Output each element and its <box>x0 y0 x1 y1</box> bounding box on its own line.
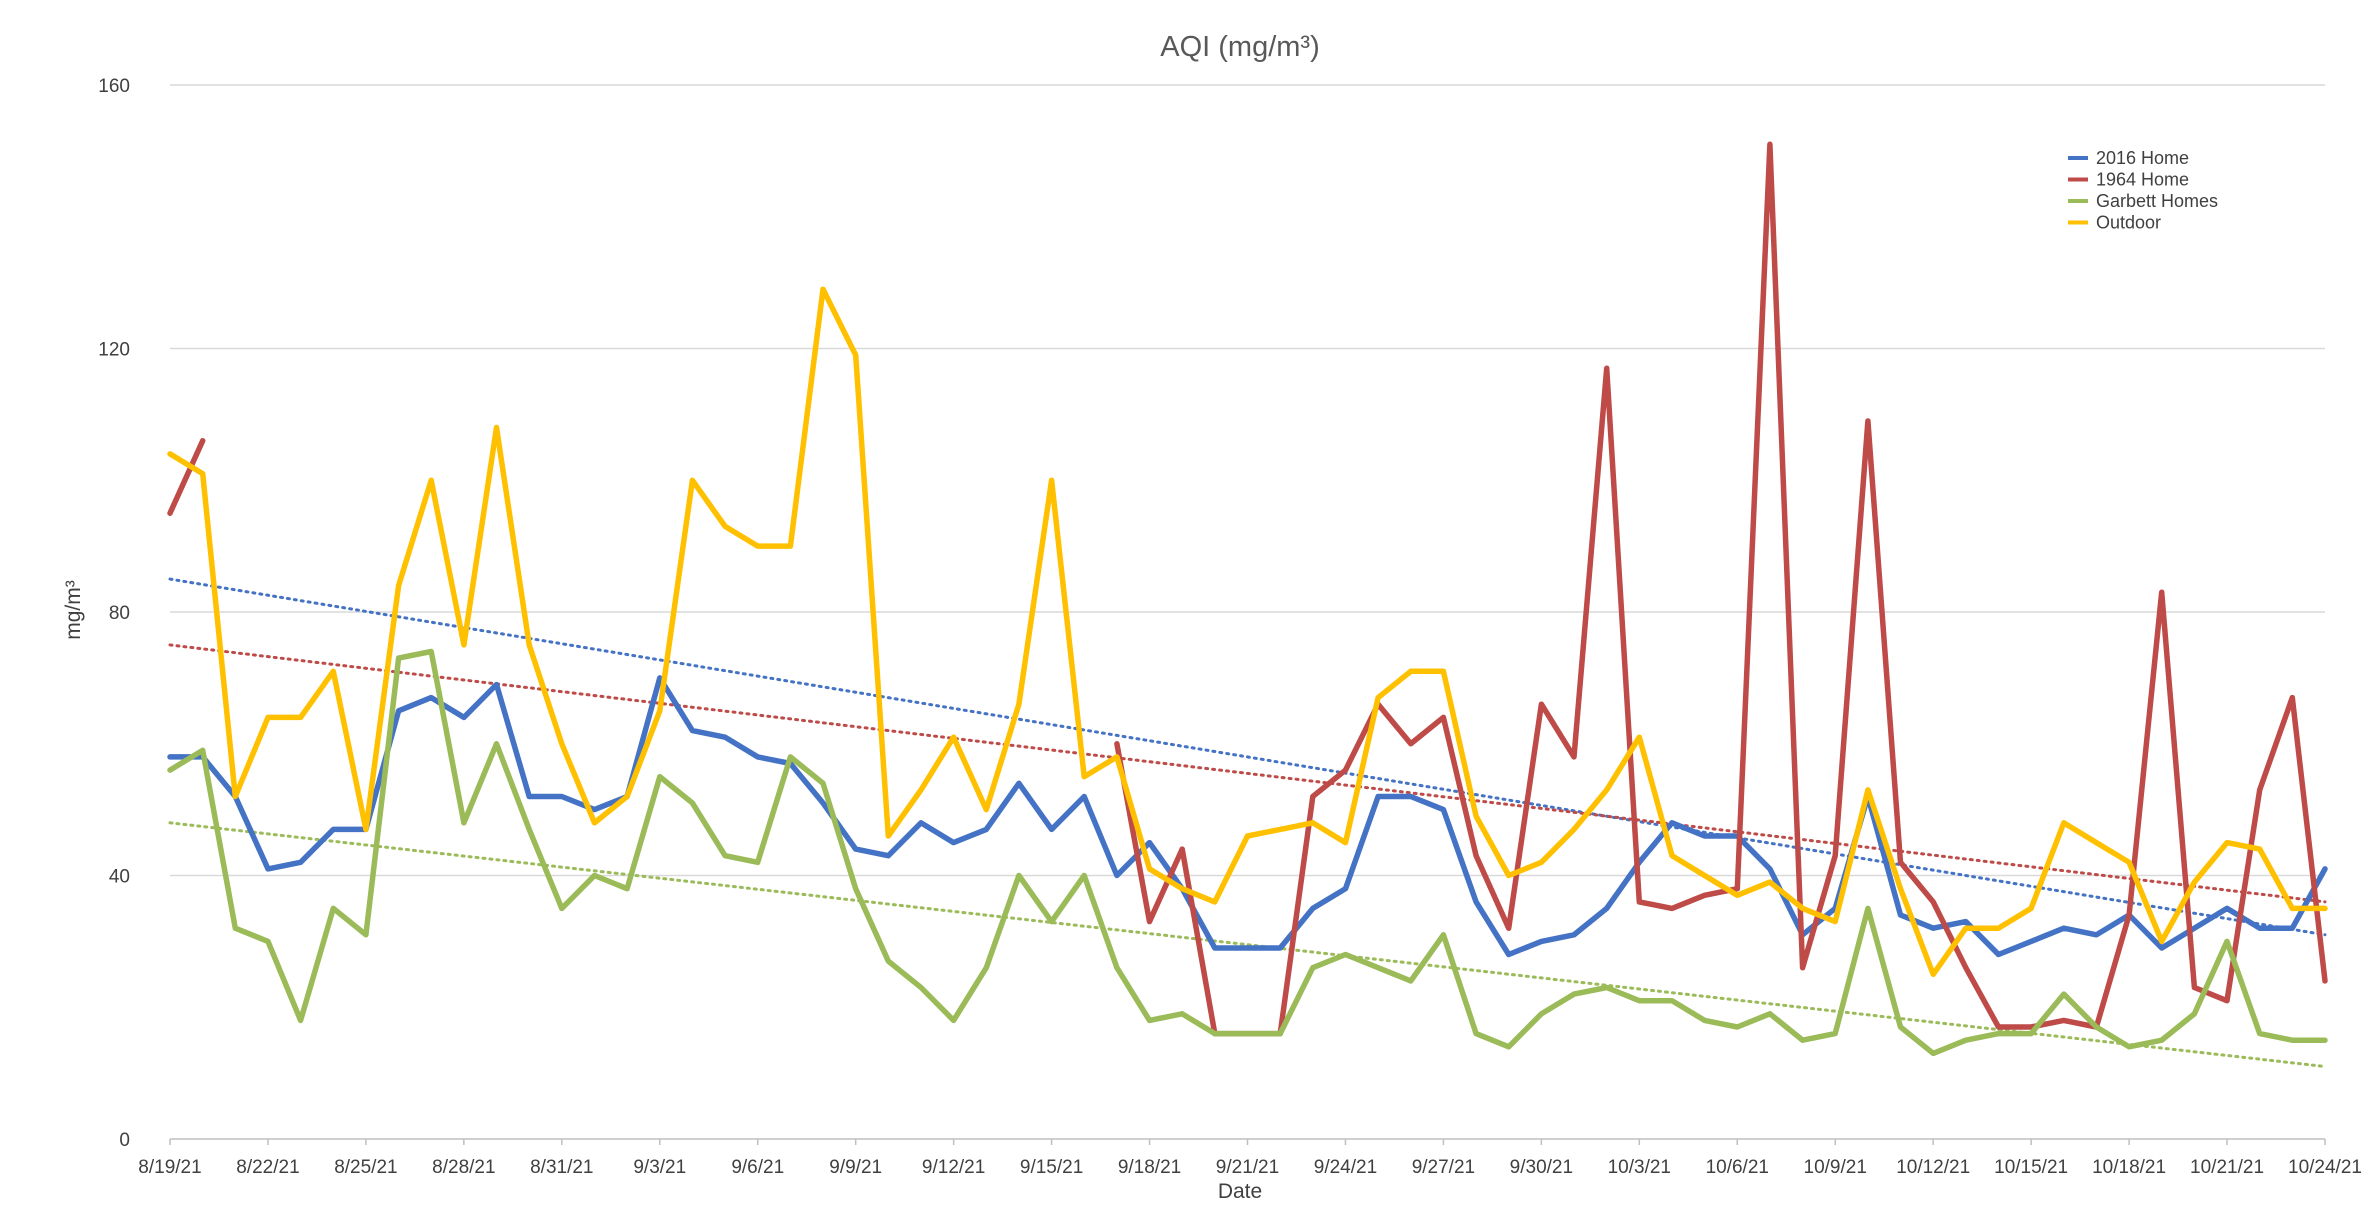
x-tick-label: 9/15/21 <box>1020 1157 1083 1178</box>
x-tick-label: 10/15/21 <box>1994 1157 2068 1178</box>
legend-label-outdoor: Outdoor <box>2096 213 2161 233</box>
x-tick-label: 9/18/21 <box>1118 1157 1181 1178</box>
y-tick-label: 80 <box>109 603 130 624</box>
x-tick-label: 10/18/21 <box>2092 1157 2166 1178</box>
x-tick-label: 9/12/21 <box>922 1157 985 1178</box>
x-tick-label: 9/9/21 <box>829 1157 882 1178</box>
x-tick-label: 10/24/21 <box>2288 1157 2362 1178</box>
gridlines <box>170 84 2325 1140</box>
x-tick-label: 9/3/21 <box>633 1157 686 1178</box>
x-tick-label: 10/3/21 <box>1608 1157 1671 1178</box>
x-tick-label: 9/24/21 <box>1314 1157 1377 1178</box>
x-tick-label: 10/12/21 <box>1896 1157 1970 1178</box>
trendlines <box>168 577 2327 1069</box>
x-tick-label: 10/21/21 <box>2190 1157 2264 1178</box>
trendline-garbett-homes <box>168 821 2327 1069</box>
series-line-2016-home <box>167 675 2328 958</box>
x-tick-label: 9/21/21 <box>1216 1157 1279 1178</box>
x-tick-label: 9/6/21 <box>731 1157 784 1178</box>
series-line-garbett-homes <box>167 648 2328 1057</box>
legend-label-garbett-homes: Garbett Homes <box>2096 191 2218 211</box>
series-line-1964-home <box>167 437 206 516</box>
series-line-1964-home <box>1114 141 2328 1037</box>
series-line-outdoor <box>167 286 2328 978</box>
x-tick-label: 9/30/21 <box>1510 1157 1573 1178</box>
x-tick-label: 8/31/21 <box>530 1157 593 1178</box>
x-tick-label: 8/25/21 <box>334 1157 397 1178</box>
x-tick-label: 8/22/21 <box>236 1157 299 1178</box>
x-tick-label: 10/6/21 <box>1706 1157 1769 1178</box>
legend-label-2016-home: 2016 Home <box>2096 148 2189 168</box>
y-tick-label: 40 <box>109 867 130 888</box>
trendline-1964-home <box>168 643 2327 904</box>
x-axis-label: Date <box>1218 1180 1262 1203</box>
y-axis-label: mg/m³ <box>62 580 85 640</box>
legend-label-1964-home: 1964 Home <box>2096 170 2189 190</box>
x-tick-label: 9/27/21 <box>1412 1157 1475 1178</box>
y-tick-label: 120 <box>98 340 130 361</box>
x-tick-label: 8/19/21 <box>138 1157 201 1178</box>
series-lines <box>167 141 2328 1057</box>
x-tick-label: 8/28/21 <box>432 1157 495 1178</box>
y-tick-label: 160 <box>98 76 130 97</box>
y-tick-label: 0 <box>119 1130 130 1151</box>
chart-title: AQI (mg/m³) <box>1160 31 1320 63</box>
x-tick-label: 10/9/21 <box>1804 1157 1867 1178</box>
axes: 0 40 80 120 160 8/19/21 8/22/21 8/25/21 8/28/21 8… <box>98 76 2362 1178</box>
